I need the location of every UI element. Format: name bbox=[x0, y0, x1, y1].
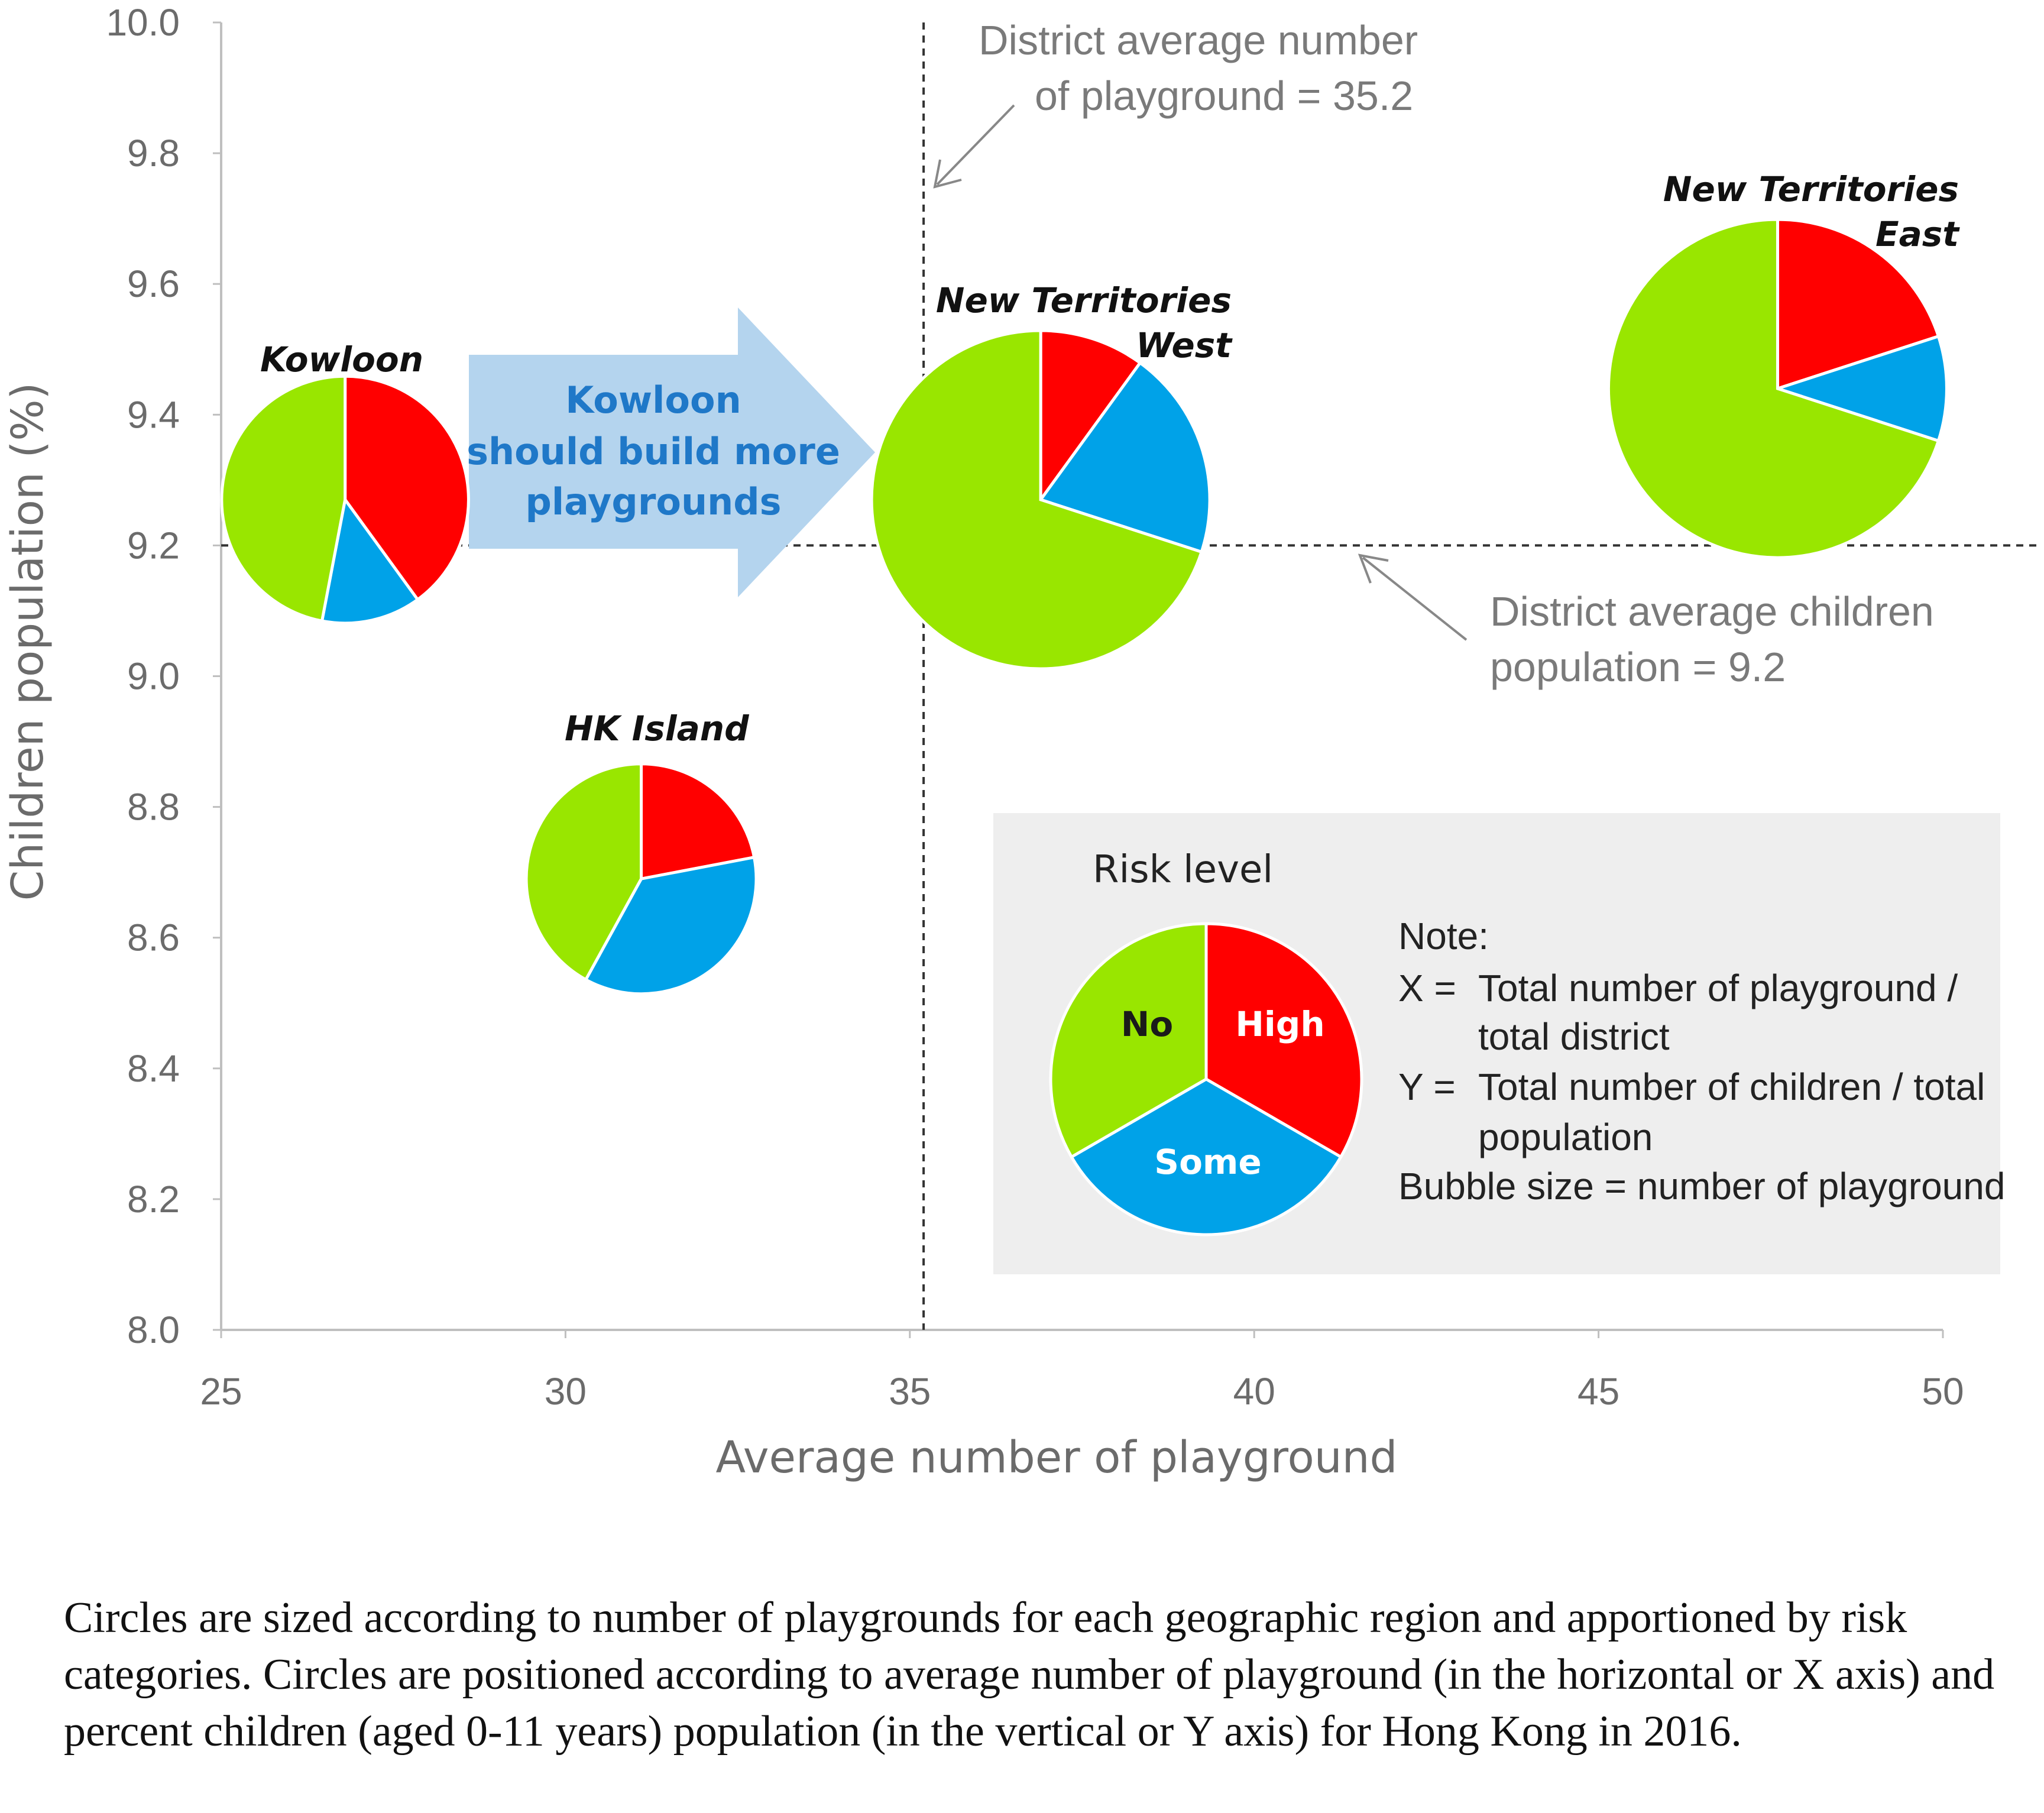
y-tick-label: 8.8 bbox=[127, 786, 180, 828]
pie-hk-island-slice-some bbox=[584, 855, 758, 996]
pie-kowloon bbox=[220, 374, 470, 625]
note-bubble-size: Bubble size = number of playground bbox=[1398, 1165, 2005, 1207]
x-tick-label: 30 bbox=[545, 1370, 587, 1413]
note-x-text-line1: Total number of playground / bbox=[1478, 967, 1958, 1009]
region-label-kowloon: Kowloon bbox=[260, 339, 423, 380]
y-tick-label: 8.4 bbox=[127, 1047, 180, 1090]
legend-label-no: No bbox=[1121, 1004, 1173, 1044]
y-tick-label: 10.0 bbox=[106, 1, 180, 44]
pie-new-territories-west-slice-some bbox=[1038, 361, 1212, 554]
ref-y-pointer-arrow bbox=[1358, 553, 1468, 641]
y-tick-label: 9.2 bbox=[127, 524, 180, 566]
note-y-key: Y = bbox=[1398, 1066, 1456, 1108]
y-tick-label: 9.6 bbox=[127, 263, 180, 305]
note-x-key: X = bbox=[1398, 967, 1456, 1009]
ref-y-label-line1: District average children bbox=[1490, 588, 1934, 634]
pie-new-territories-east-slice-no bbox=[1606, 218, 1941, 559]
arrow-text-line3: playgrounds bbox=[525, 480, 781, 523]
ref-x-pointer-arrow bbox=[933, 104, 1015, 189]
ref-x-label-line2: of playground = 35.2 bbox=[1035, 73, 1413, 119]
pie-new-territories-east bbox=[1606, 218, 1948, 559]
legend-pie-slice-high bbox=[1204, 922, 1363, 1159]
ref-x-label-line1: District average number bbox=[979, 17, 1418, 63]
pie-new-territories-west bbox=[870, 329, 1212, 671]
y-tick-label: 8.2 bbox=[127, 1178, 180, 1220]
x-tick-label: 50 bbox=[1922, 1370, 1964, 1413]
note-heading: Note: bbox=[1398, 915, 1489, 957]
pie-new-territories-west-slice-no bbox=[870, 329, 1204, 671]
region-label-nte-line1: New Territories bbox=[1663, 169, 1959, 209]
y-tick-label: 8.0 bbox=[127, 1309, 180, 1351]
pie-kowloon-slice-no bbox=[220, 374, 347, 623]
pie-hk-island-slice-high bbox=[640, 762, 756, 881]
region-label-nte-line2: East bbox=[1875, 214, 1960, 254]
y-axis-title: Children population (%) bbox=[2, 383, 53, 901]
legend-pie-slice-some bbox=[1069, 1077, 1343, 1236]
x-tick-group: 25 30 35 40 45 50 bbox=[200, 1330, 1964, 1413]
x-tick-label: 45 bbox=[1577, 1370, 1619, 1413]
note-y-text-line2: population bbox=[1478, 1116, 1653, 1158]
pie-new-territories-east-slice-some bbox=[1773, 334, 1948, 443]
y-tick-label: 9.0 bbox=[127, 655, 180, 698]
note-x-text-line2: total district bbox=[1478, 1015, 1670, 1058]
x-tick-label: 40 bbox=[1233, 1370, 1275, 1413]
y-tick-label: 9.8 bbox=[127, 132, 180, 174]
figure-caption: Circles are sized according to number of… bbox=[64, 1594, 1995, 1756]
pie-hk-island bbox=[524, 762, 758, 996]
legend-title: Risk level bbox=[1093, 848, 1273, 892]
x-axis-title: Average number of playground bbox=[715, 1432, 1397, 1483]
arrow-text-line2: should build more bbox=[467, 430, 840, 473]
bubble-pie-chart: 8.0 8.2 8.4 8.6 8.8 9.0 9.2 9.4 9.6 9.8 10.0 25 30 3… bbox=[2, 1, 2039, 1483]
pie-kowloon-slice-some bbox=[320, 496, 420, 625]
kowloon-arrow-shape bbox=[469, 307, 875, 597]
x-tick-label: 25 bbox=[200, 1370, 242, 1413]
legend-pie-slice-no bbox=[1049, 922, 1208, 1159]
legend-label-some: Some bbox=[1154, 1142, 1261, 1182]
pie-kowloon-slice-high bbox=[344, 374, 470, 602]
pie-new-territories-east-slice-high bbox=[1776, 218, 1941, 391]
y-tick-label: 9.4 bbox=[127, 393, 180, 436]
legend-pie bbox=[1049, 922, 1363, 1236]
note-y-text-line1: Total number of children / total bbox=[1478, 1066, 1985, 1108]
ref-y-label-line2: population = 9.2 bbox=[1490, 644, 1786, 690]
y-tick-group: 8.0 8.2 8.4 8.6 8.8 9.0 9.2 9.4 9.6 9.8 10.0 bbox=[106, 1, 221, 1351]
region-label-hk-island: HK Island bbox=[565, 708, 749, 749]
region-label-ntw-line2: West bbox=[1136, 325, 1233, 365]
pie-new-territories-west-slice-high bbox=[1039, 329, 1142, 504]
x-tick-label: 35 bbox=[889, 1370, 931, 1413]
region-label-ntw-line1: New Territories bbox=[936, 280, 1232, 320]
y-tick-label: 8.6 bbox=[127, 917, 180, 959]
arrow-text-line1: Kowloon bbox=[565, 378, 741, 422]
pie-hk-island-slice-no bbox=[524, 762, 643, 982]
legend-label-high: High bbox=[1235, 1004, 1324, 1044]
